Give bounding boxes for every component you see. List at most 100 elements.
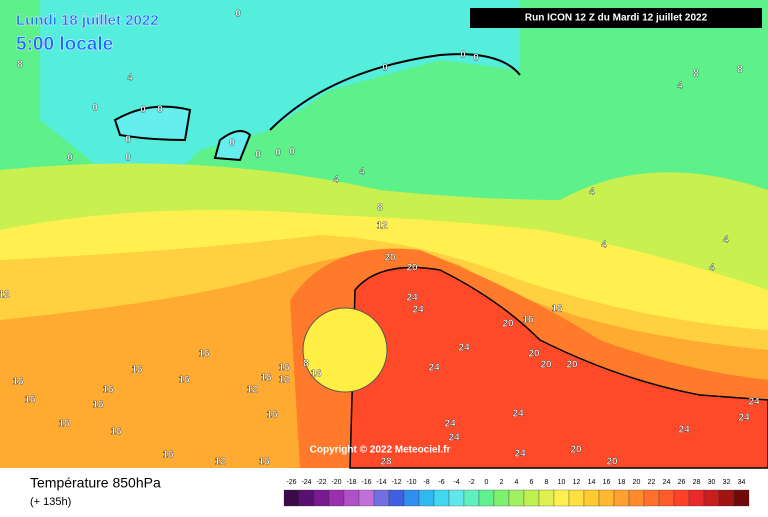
scale-label: 26 (678, 479, 686, 486)
scale-swatch (388, 489, 405, 507)
contour-label: 20 (540, 360, 552, 371)
scale-label: 16 (603, 479, 611, 486)
contour-label: 16 (278, 363, 290, 374)
scale-label: -10 (406, 479, 416, 486)
scale-swatch (418, 489, 435, 507)
scale-label: -14 (376, 479, 386, 486)
contour-label: 16 (266, 410, 278, 421)
scale-swatch (688, 489, 705, 507)
contour-label: 0 (235, 9, 241, 20)
cold-region (40, 0, 520, 200)
contour-label: 0 (67, 153, 73, 164)
contour-label: 4 (359, 167, 365, 178)
scale-label: 10 (558, 479, 566, 486)
scale-swatch (658, 489, 675, 507)
contour-label: 24 (428, 363, 440, 374)
run-box (470, 8, 762, 28)
scale-swatch (598, 489, 615, 507)
scale-swatch (733, 489, 750, 507)
scale-swatch (373, 489, 390, 507)
scale-label: 12 (573, 479, 581, 486)
contour-label: 20 (528, 349, 540, 360)
contour-label: 0 (125, 135, 131, 146)
contour-label: 0 (157, 105, 163, 116)
scale-swatch (628, 489, 645, 507)
contour-label: 16 (24, 395, 36, 406)
contour-label: 20 (566, 360, 578, 371)
scale-label: -8 (423, 479, 429, 486)
scale-swatch (523, 489, 540, 507)
footer-lead: (+ 135h) (30, 496, 71, 508)
contour-label: 8 (17, 60, 23, 71)
contour-label: 12 (0, 290, 10, 301)
time: 5:00 locale (16, 34, 113, 55)
scale-label: -24 (301, 479, 311, 486)
scale-label: 8 (545, 479, 549, 486)
contour-label: 4 (589, 187, 595, 198)
contour-label: 28 (380, 457, 392, 468)
date: Lundi 18 juillet 2022 (16, 12, 159, 29)
contour-label: 8 (737, 65, 743, 76)
scale-label: 28 (693, 479, 701, 486)
contour-label: 0 (92, 103, 98, 114)
scale-swatch (508, 489, 525, 507)
scale-swatch (403, 489, 420, 507)
contour-label: 0 (229, 138, 235, 149)
contour-label: 16 (522, 315, 534, 326)
scale-label: 24 (663, 479, 671, 486)
coastline (269, 53, 521, 131)
contour-label: 0 (125, 153, 131, 164)
contour-label: 0 (275, 148, 281, 159)
contour-label: 24 (678, 425, 690, 436)
contour-label: 24 (412, 305, 424, 316)
contour-label: 0 (460, 50, 466, 61)
contour-label: 20 (606, 457, 618, 468)
scale-label: -2 (468, 479, 474, 486)
contour-label: 12 (376, 221, 388, 232)
scale-swatch (538, 489, 555, 507)
scale-swatch (718, 489, 735, 507)
scale-label: 22 (648, 479, 656, 486)
scale-swatch (703, 489, 720, 507)
contour-label: 16 (310, 369, 322, 380)
scale-label: -26 (286, 479, 296, 486)
contour-label: 0 (473, 53, 479, 64)
scale-label: 2 (500, 479, 504, 486)
contour-label: 0 (382, 63, 388, 74)
contour-label: 20 (406, 263, 418, 274)
contour-label: 20 (570, 445, 582, 456)
scale-swatch (358, 489, 375, 507)
scale-swatch (343, 489, 360, 507)
scale-swatch (448, 489, 465, 507)
scale-label: 14 (588, 479, 596, 486)
contour-label: 20 (384, 253, 396, 264)
contour-label: 12 (278, 375, 290, 386)
scale-swatch (463, 489, 480, 507)
contour-label: 16 (162, 450, 174, 461)
footer-title: Température 850hPa (30, 475, 161, 491)
scale-swatch (613, 489, 630, 507)
scale-swatch (493, 489, 510, 507)
temp-band (349, 266, 768, 469)
contour-label: 24 (458, 343, 470, 354)
scale-swatch (313, 489, 330, 507)
scale-label: 0 (485, 479, 489, 486)
contour-label: 4 (601, 240, 607, 251)
scale-label: 6 (530, 479, 534, 486)
contour-label: 0 (255, 150, 261, 161)
contour-label: 24 (448, 433, 460, 444)
warm-cell (302, 307, 388, 393)
contour-label: 8 (303, 359, 309, 370)
scale-swatch (328, 489, 345, 507)
contour-label: 16 (131, 365, 143, 376)
contour-label: 16 (198, 349, 210, 360)
scale-label: -6 (438, 479, 444, 486)
contour-label: 16 (102, 385, 114, 396)
scale-label: 34 (738, 479, 746, 486)
scale-label: -22 (316, 479, 326, 486)
scale-swatch (643, 489, 660, 507)
contour-label: 4 (333, 175, 339, 186)
scale-swatch (298, 489, 315, 507)
scale-label: 32 (723, 479, 731, 486)
